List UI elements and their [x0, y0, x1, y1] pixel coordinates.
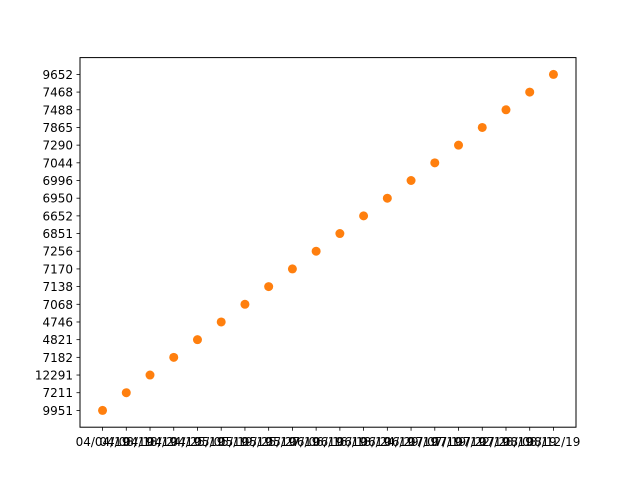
point — [311, 246, 321, 256]
point — [98, 405, 108, 415]
point — [216, 317, 226, 327]
x-tick-label: 04/18/19 — [123, 435, 177, 449]
x-tick-label: 04/25/19 — [171, 435, 225, 449]
x-tick-label: 04/08/19 — [99, 435, 153, 449]
point — [501, 105, 511, 115]
plot-frame — [79, 57, 577, 428]
point — [430, 158, 440, 168]
y-tick-label: 4821 — [42, 333, 73, 347]
point — [406, 176, 416, 186]
x-tick-label: 06/24/19 — [360, 435, 414, 449]
x-tick-label: 05/25/19 — [242, 435, 296, 449]
y-tick-label: 9951 — [42, 404, 73, 418]
y-tick-label: 9652 — [42, 68, 73, 82]
y-tick-label: 7256 — [42, 245, 73, 259]
y-tick-label: 4746 — [42, 315, 73, 329]
y-tick-label: 7488 — [42, 103, 73, 117]
x-tick-label: 05/27/19 — [265, 435, 319, 449]
x-tick-label: 07/19/19 — [432, 435, 486, 449]
point — [382, 193, 392, 203]
point — [240, 299, 250, 309]
point — [335, 229, 345, 239]
point — [287, 264, 297, 274]
y-tick-label: 7138 — [42, 280, 73, 294]
x-tick-label: 08/12/19 — [527, 435, 581, 449]
y-tick-label: 6950 — [42, 192, 73, 206]
y-tick-label: 7170 — [42, 262, 73, 276]
y-tick-label: 6851 — [42, 227, 73, 241]
x-tick-label: 05/19/19 — [218, 435, 272, 449]
y-tick-label: 7068 — [42, 298, 73, 312]
y-tick-label: 7865 — [42, 121, 73, 135]
point — [264, 282, 274, 292]
point — [525, 87, 535, 97]
point — [192, 335, 202, 345]
y-tick-label: 7211 — [42, 386, 73, 400]
x-tick-label: 05/05/19 — [194, 435, 248, 449]
point — [359, 211, 369, 221]
x-tick-label: 07/07/19 — [408, 435, 462, 449]
x-tick-label: 07/22/19 — [455, 435, 509, 449]
point — [169, 352, 179, 362]
x-tick-label: 06/16/19 — [313, 435, 367, 449]
x-tick-label: 08/08/19 — [503, 435, 557, 449]
point — [145, 370, 155, 380]
y-tick-label: 7182 — [42, 351, 73, 365]
y-tick-label: 7468 — [42, 86, 73, 100]
y-tick-label: 6652 — [42, 209, 73, 223]
x-tick-label: 06/18/19 — [337, 435, 391, 449]
x-tick-label: 04/04/19 — [76, 435, 130, 449]
x-tick-label: 06/06/19 — [289, 435, 343, 449]
point — [454, 140, 464, 150]
y-tick-label: 7290 — [42, 139, 73, 153]
x-tick-label: 07/28/19 — [479, 435, 533, 449]
point — [548, 69, 558, 79]
point — [477, 122, 487, 132]
point — [121, 388, 131, 398]
y-tick-label: 12291 — [35, 369, 73, 383]
x-tick-label: 06/29/19 — [384, 435, 438, 449]
y-tick-label: 7044 — [42, 156, 73, 170]
x-tick-label: 04/24/19 — [147, 435, 201, 449]
y-tick-label: 6996 — [42, 174, 73, 188]
